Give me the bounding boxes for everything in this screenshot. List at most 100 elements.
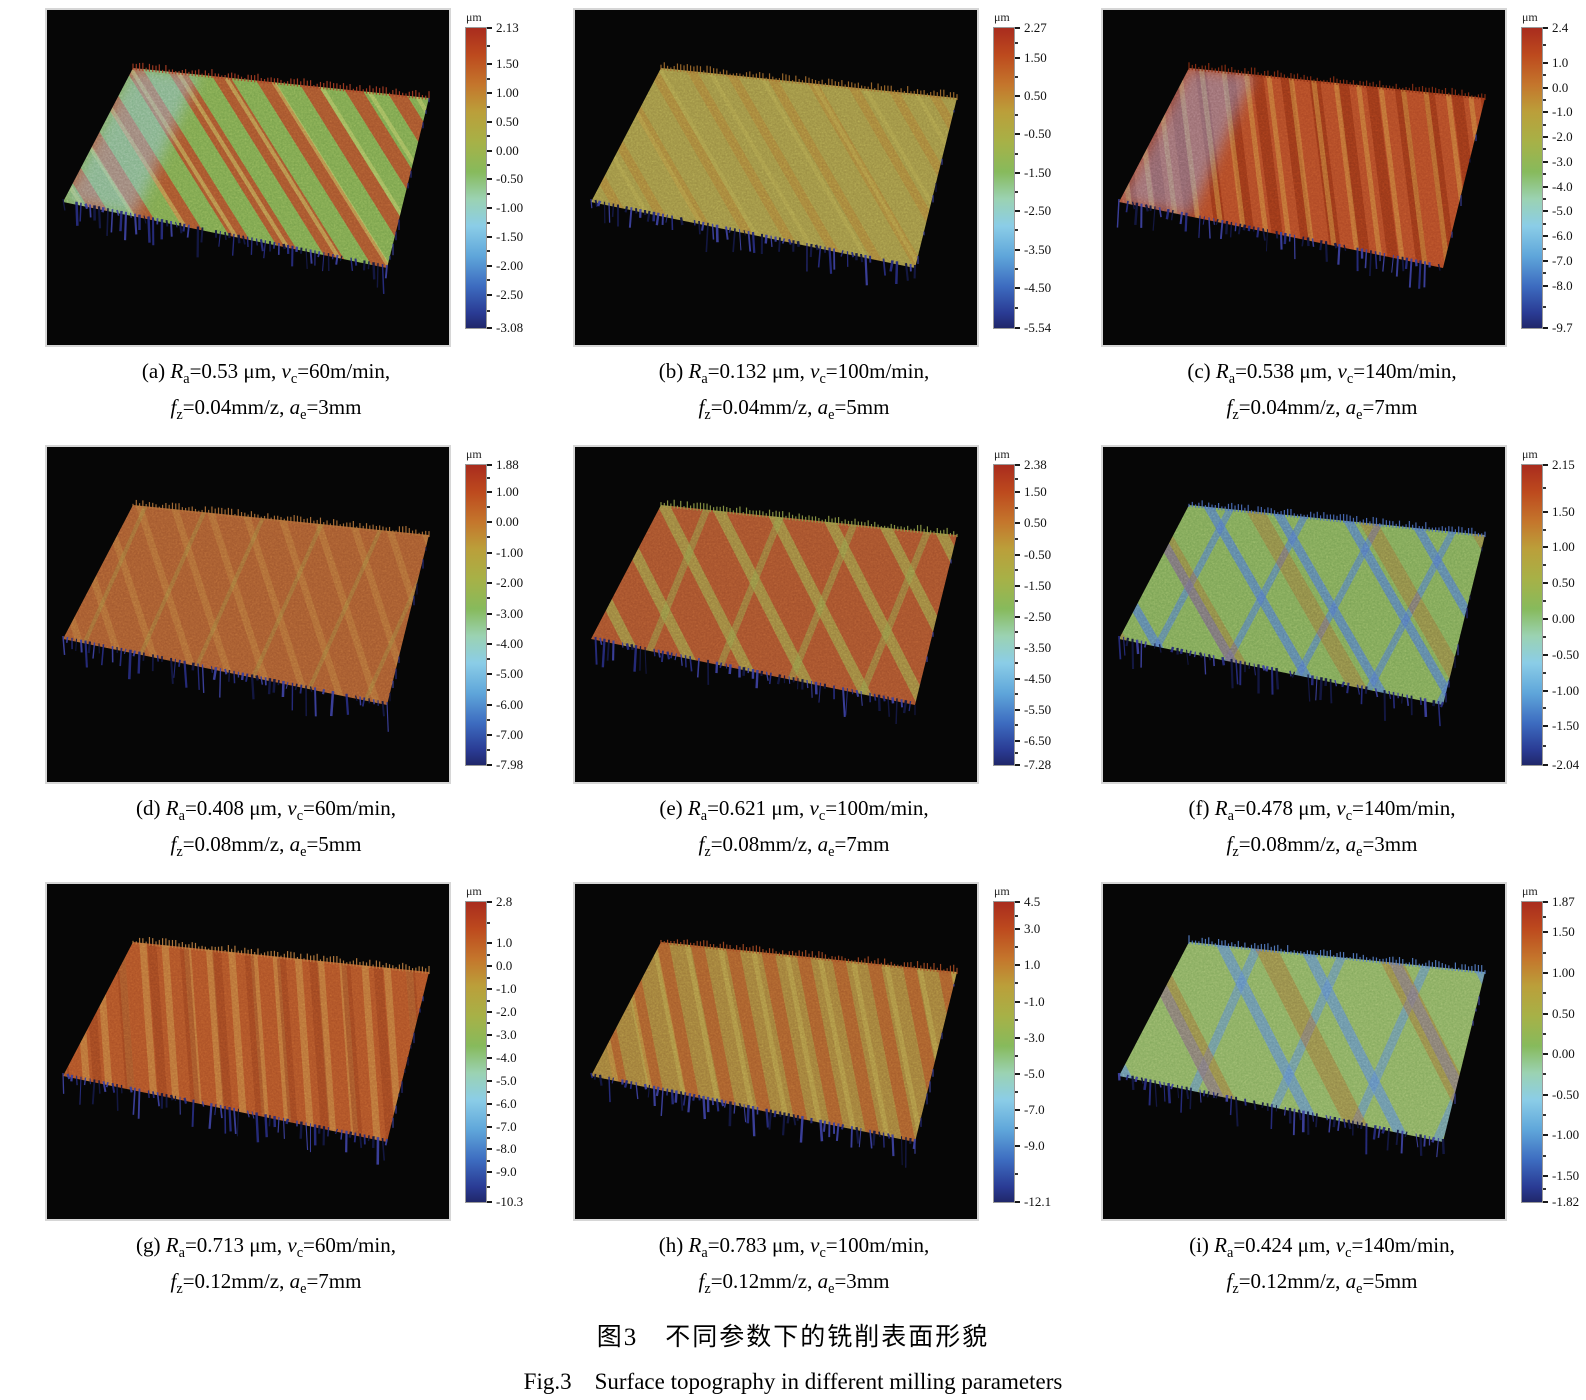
- colorbar-minor-tick: [1015, 75, 1018, 78]
- colorbar-minor-tick: [487, 921, 490, 924]
- colorbar-tick: [1015, 94, 1020, 97]
- panel-caption-line1: (i) Ra=0.424 μm, vc=140m/min,: [1189, 1233, 1455, 1262]
- colorbar-gradient: 4.5 3.0 1.0 -1.0 -3.0 -5.0 -7.0 -9.0 -12.1: [993, 894, 1051, 1209]
- colorbar-minor-tick: [1015, 1127, 1018, 1130]
- colorbar: μm 4.5 3.0 1.0 -1.0 -3.0 -5.0 -7.0 -9.0 -12.1: [993, 882, 1051, 1209]
- colorbar-tick-label: -2.0: [496, 1004, 517, 1020]
- colorbar-tick: [1543, 111, 1548, 114]
- panel-body: μm 4.5 3.0 1.0 -1.0 -3.0 -5.0 -7.0 -9.0 -12.1: [573, 882, 1051, 1222]
- colorbar-tick: [487, 582, 492, 585]
- colorbar-gradient: 2.15 1.50 1.00 0.50 0.00 -0.50 -1.00 -1.50 -2.04: [1521, 457, 1579, 772]
- figure-grid: μm 2.13 1.50 1.00 0.50 0.00 -0.50 -1.00 -1.50 -2…: [6, 8, 1579, 1301]
- panel-d: μm 1.88 1.00 0.00 -1.00 -2.00 -3.00 -4.00 -5.00…: [6, 445, 526, 864]
- colorbar-tick: [1015, 210, 1020, 213]
- colorbar-unit-label: μm: [994, 884, 1010, 899]
- colorbar-tick-label: 1.50: [1552, 924, 1575, 940]
- figure-caption-chinese: 图3 不同参数下的铣削表面形貌: [596, 1324, 990, 1352]
- colorbar-tick-label: -6.00: [496, 696, 524, 712]
- colorbar-minor-tick: [1543, 951, 1546, 954]
- surface-plot-c: [1101, 8, 1507, 347]
- colorbar-tick-label: -4.50: [1024, 280, 1052, 296]
- colorbar-minor-tick: [1015, 1054, 1018, 1057]
- colorbar-tick: [1543, 901, 1548, 904]
- colorbar-minor-tick: [1543, 744, 1546, 747]
- colorbar-tick-label: 1.0: [496, 935, 513, 951]
- colorbar-gradient: 1.88 1.00 0.00 -1.00 -2.00 -3.00 -4.00 -5.00 -6.…: [465, 457, 523, 772]
- colorbar-tick-label: -1.50: [1024, 577, 1052, 593]
- colorbar-minor-tick: [1015, 914, 1018, 917]
- colorbar-tick-label: -4.0: [1552, 178, 1573, 194]
- colorbar-tick: [487, 901, 492, 904]
- colorbar-unit-label: μm: [466, 884, 482, 899]
- colorbar-tick: [1543, 160, 1548, 163]
- colorbar-tick: [1015, 56, 1020, 59]
- colorbar-tick-label: -2.50: [1024, 203, 1052, 219]
- colorbar-minor-tick: [1543, 247, 1546, 250]
- colorbar-tick-label: -9.0: [496, 1164, 517, 1180]
- colorbar-minor-tick: [487, 688, 490, 691]
- panel-caption-line2: fz=0.04mm/z, ae=3mm: [170, 395, 362, 424]
- colorbar-tick-label: 0.50: [496, 113, 519, 129]
- colorbar-tick-label: 1.88: [496, 457, 519, 473]
- colorbar-minor-tick: [487, 658, 490, 661]
- colorbar-tick-label: -0.50: [1552, 646, 1580, 662]
- colorbar-tick-label: -3.00: [496, 605, 524, 621]
- panel-caption-line2: fz=0.08mm/z, ae=3mm: [1226, 832, 1418, 861]
- colorbar-tick: [1015, 615, 1020, 618]
- colorbar-minor-tick: [487, 135, 490, 138]
- colorbar-tick: [487, 327, 492, 329]
- colorbar-tick-label: -3.0: [496, 1026, 517, 1042]
- colorbar-minor-tick: [487, 1068, 490, 1071]
- panel-caption-line1: (f) Ra=0.478 μm, vc=140m/min,: [1188, 796, 1456, 825]
- panel-body: μm 2.38 1.50 0.50 -0.50 -1.50 -2.50 -3.50 -4.50…: [573, 445, 1051, 785]
- colorbar-tick: [1543, 210, 1548, 213]
- colorbar-gradient: 2.27 1.50 0.50 -0.50 -1.50 -2.50 -3.50 -4.50 -5.…: [993, 20, 1051, 335]
- colorbar-tick: [487, 1201, 492, 1204]
- colorbar-minor-tick: [1543, 707, 1546, 710]
- colorbar-minor-tick: [1015, 506, 1018, 509]
- colorbar-tick: [487, 1056, 492, 1059]
- colorbar-tick: [1015, 27, 1020, 29]
- colorbar-tick-label: -0.50: [496, 171, 524, 187]
- colorbar-tick: [1543, 136, 1548, 139]
- colorbar-tick: [487, 988, 492, 991]
- colorbar-tick: [1015, 287, 1020, 290]
- colorbar-tick: [487, 1125, 492, 1128]
- panel-caption: (g) Ra=0.713 μm, vc=60m/min, fz=0.12mm/z…: [136, 1229, 396, 1301]
- colorbar-tick-label: 0.0: [496, 958, 513, 974]
- colorbar-tick: [1543, 510, 1548, 513]
- panel-caption-line1: (e) Ra=0.621 μm, vc=100m/min,: [659, 796, 929, 825]
- colorbar-tick: [1543, 931, 1548, 934]
- colorbar-tick: [1015, 553, 1020, 556]
- colorbar-minor-tick: [1543, 1073, 1546, 1076]
- panel-body: μm 2.4 1.0 0.0 -1.0 -2.0 -3.0 -4.0 -5.0 -6.0 -7.0…: [1101, 8, 1573, 347]
- colorbar-tick: [1543, 327, 1548, 329]
- colorbar-minor-tick: [1543, 198, 1546, 201]
- colorbar-minor-tick: [1543, 992, 1546, 995]
- colorbar-minor-tick: [1543, 564, 1546, 567]
- colorbar-minor-tick: [487, 477, 490, 480]
- colorbar-minor-tick: [487, 1137, 490, 1139]
- colorbar: μm 2.4 1.0 0.0 -1.0 -2.0 -3.0 -4.0 -5.0 -6.0 -7.0…: [1521, 8, 1573, 335]
- colorbar-tick-label: -5.0: [1552, 203, 1573, 219]
- colorbar-minor-tick: [1543, 635, 1546, 638]
- colorbar-tick: [1015, 764, 1020, 767]
- colorbar-tick-label: -0.50: [1552, 1086, 1580, 1102]
- colorbar-minor-tick: [1015, 229, 1018, 232]
- colorbar-tick-label: 1.50: [1024, 49, 1047, 65]
- colorbar-tick-label: 4.5: [1024, 894, 1041, 910]
- colorbar-tick: [1543, 61, 1548, 64]
- colorbar-tick: [487, 92, 492, 95]
- colorbar: μm 1.87 1.50 1.00 0.50 0.00 -0.50 -1.00 -1.50 -1…: [1521, 882, 1579, 1209]
- colorbar-minor-tick: [1543, 123, 1546, 126]
- colorbar-tick: [1543, 725, 1548, 728]
- colorbar-tick-label: 0.00: [1552, 1046, 1575, 1062]
- colorbar-minor-tick: [487, 953, 490, 956]
- colorbar-tick-label: -4.00: [496, 635, 524, 651]
- panel-caption: (f) Ra=0.478 μm, vc=140m/min, fz=0.08mm/…: [1189, 792, 1456, 864]
- colorbar-tick-label: -1.0: [1024, 993, 1045, 1009]
- colorbar-minor-tick: [487, 719, 490, 722]
- colorbar-tick-label: -0.50: [1024, 546, 1052, 562]
- colorbar-minor-tick: [1543, 98, 1546, 101]
- colorbar-tick: [487, 178, 492, 181]
